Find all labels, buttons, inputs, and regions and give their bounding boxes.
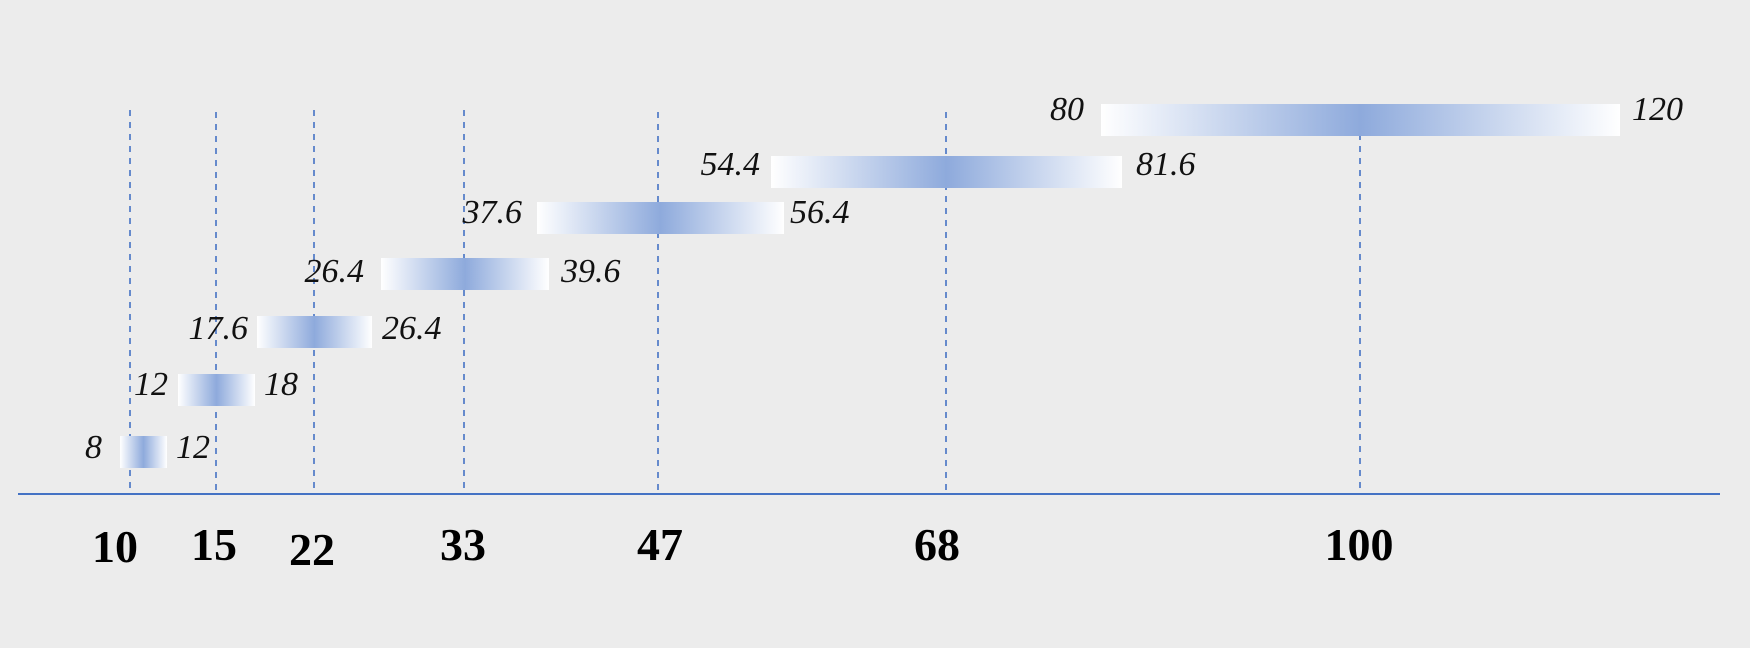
tick-label-47: 47 [637,519,683,570]
range-bar-47 [537,202,784,234]
x-axis-tick-labels: 10 15 22 33 47 68 100 [92,519,1394,575]
tick-label-100: 100 [1325,519,1394,570]
range-low-label-10: 8 [85,429,102,466]
range-bar-10 [120,436,167,468]
nominal-guide-lines [129,110,1361,494]
range-high-label-33: 39.6 [560,253,621,290]
range-high-label-10: 12 [176,429,210,466]
range-high-label-100: 120 [1632,91,1683,128]
range-high-label-68: 81.6 [1136,146,1196,183]
range-low-label-100: 80 [1050,91,1084,128]
range-low-label-15: 12 [134,366,168,403]
range-low-label-47: 37.6 [462,194,523,231]
range-low-label-33: 26.4 [305,253,365,290]
range-bar-33 [381,258,549,290]
range-high-label-47: 56.4 [790,194,850,231]
range-high-label-15: 18 [264,366,298,403]
range-bar-100 [1101,104,1620,136]
tick-label-68: 68 [914,519,960,570]
range-bar-22 [257,316,372,348]
tick-label-22: 22 [289,524,335,575]
tick-label-33: 33 [440,519,486,570]
tick-label-15: 15 [191,519,237,570]
range-low-label-22: 17.6 [189,310,249,347]
range-bar-68 [771,156,1122,188]
range-low-label-68: 54.4 [701,146,761,183]
tick-label-10: 10 [92,521,138,572]
range-bar-15 [178,374,255,406]
range-high-label-22: 26.4 [382,310,442,347]
range-bars [120,104,1620,468]
